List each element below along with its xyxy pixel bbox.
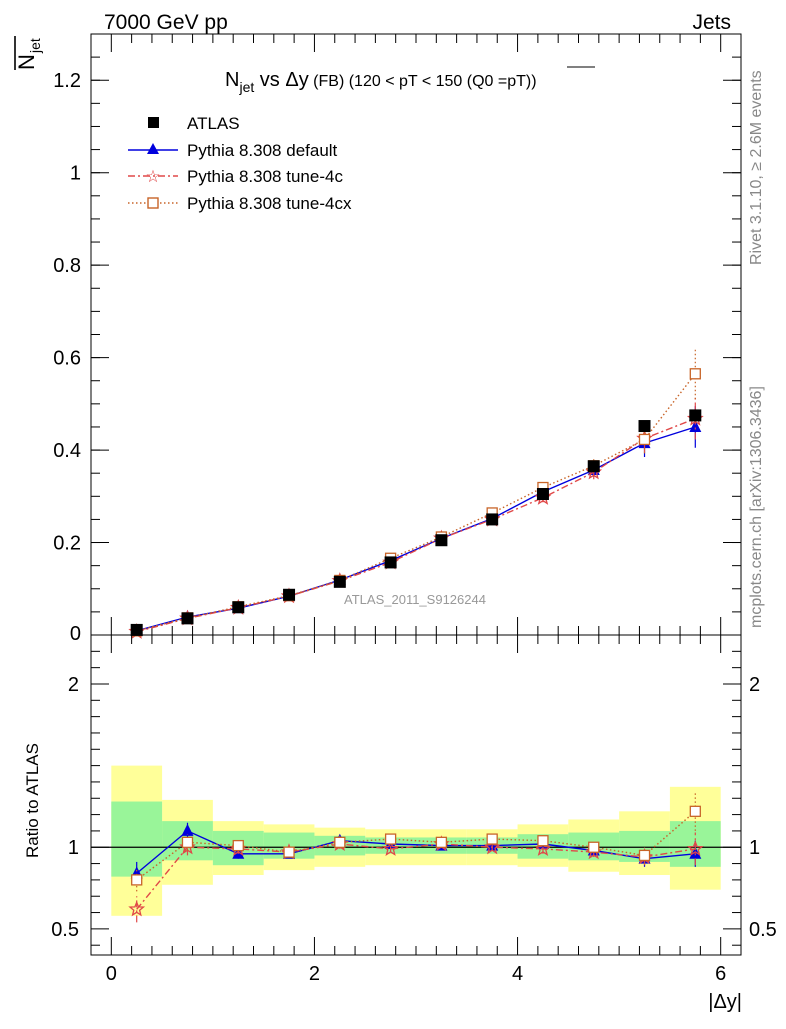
legend-label-atlas: ATLAS [187,114,240,133]
legend-marker-default [147,143,159,154]
ratio-point-tune4c [686,840,704,856]
legend-entry-default: Pythia 8.308 default [128,141,338,160]
ratio-point-tune4cx [232,839,244,852]
main-point-atlas [333,575,346,588]
ratio-ytick-label-left: 0.5 [51,919,79,941]
ratio-point-tune4cx [131,874,143,886]
legend-entry-tune4c: ☆ Pythia 8.308 tune-4c [128,167,343,186]
title-mid: vs Δy [254,69,308,91]
ratio-xtick-label: 2 [309,963,320,985]
title-main: N [225,69,239,91]
main-title: Njet vs Δy (FB) (120 < pT < 150 (Q0 =pT)… [225,69,537,95]
legend-entry-tune4cx: Pythia 8.308 tune-4cx [128,194,352,213]
ratio-frame [90,634,742,956]
main-point-atlas [435,534,448,547]
title-over: pT [507,73,526,90]
main-line-tune4cx [136,373,696,632]
main-ylabel: N jet [14,36,43,70]
main-point-atlas [283,588,296,601]
main-ytick-label: 0.4 [53,440,81,462]
main-point-default [689,419,702,432]
main-ylabel-n: N [14,54,39,70]
legend-label-tune4cx: Pythia 8.308 tune-4cx [187,194,352,213]
main-point-tune4cx [638,433,651,446]
legend-marker-tune4cx [147,197,159,209]
main-ytick-label: 1.2 [53,70,81,92]
legend-label-tune4c: Pythia 8.308 tune-4c [187,167,343,186]
main-point-atlas [232,601,245,614]
main-ytick-label: 1 [70,163,81,185]
ratio-point-tune4cx [283,846,295,858]
ratio-ylabel: Ratio to ATLAS [23,743,42,858]
ratio-xtick-label: 0 [106,963,117,985]
main-point-tune4cx [689,368,701,380]
ratio-ytick-label-right: 2 [749,674,760,696]
legend-marker-tune4c: ☆ [145,167,160,186]
ratio-point-default [689,846,702,859]
x-axis-label: |Δy| [708,991,742,1013]
main-ytick-label: 0.6 [53,348,81,370]
ratio-xtick-label: 6 [715,963,726,985]
main-ytick-label: 0.8 [53,255,81,277]
ratio-plot: 0.5 0.5 1 1 2 2 0 2 4 6 [51,634,777,985]
title-fb: (FB) [309,73,345,90]
main-point-atlas [689,409,702,422]
main-point-atlas [384,556,397,569]
legend-marker-atlas [148,117,159,128]
legend: ATLAS Pythia 8.308 default ☆ Pythia 8.30… [128,114,352,213]
header-right: Jets [692,11,731,34]
ratio-point-tune4cx [486,833,498,845]
main-ytick-label: 0.2 [53,533,81,555]
ratio-ytick-label-left: 1 [68,837,79,859]
main-plot: 0 0.2 0.4 0.6 0.8 1 1.2 [53,33,742,645]
ratio-point-tune4cx [689,805,701,817]
ratio-point-tune4cx [384,833,397,845]
main-point-atlas [638,420,651,433]
main-point-atlas [130,623,143,636]
ratio-ytick-label-right: 1 [749,837,760,859]
main-ytick-label: 0 [70,623,81,645]
watermark: ATLAS_2011_S9126244 [344,592,486,607]
title-cut: (120 < pT < 150 (Q0 = [344,73,507,90]
ratio-point-default [181,823,194,836]
ratio-ytick-label-left: 2 [68,674,79,696]
main-point-atlas [181,612,194,625]
main-ylabel-sub: jet [27,38,43,54]
ratio-point-tune4cx [588,841,600,853]
ratio-point-tune4c [128,900,146,917]
ratio-point-tune4cx [638,849,651,862]
legend-label-default: Pythia 8.308 default [187,141,338,160]
title-end: )) [526,73,537,90]
main-point-atlas [587,460,600,473]
legend-entry-atlas: ATLAS [148,114,240,133]
ratio-point-tune4c [382,840,400,856]
rivet-label: Rivet 3.1.10, ≥ 2.6M events [748,70,765,265]
ratio-point-tune4cx [537,835,549,847]
ratio-point-tune4cx [334,836,346,848]
ratio-line-tune4cx [136,810,696,881]
ratio-point-tune4cx [181,836,194,848]
ratio-line-default [136,830,696,874]
main-point-atlas [536,487,549,500]
main-point-atlas [486,513,499,526]
ratio-ytick-label-right: 0.5 [749,919,777,941]
ratio-line-tune4c [136,843,696,910]
ratio-point-tune4c [483,838,501,855]
ratio-point-tune4c [534,840,552,856]
main-line-tune4c [136,417,696,633]
ratio-xtick-label: 4 [512,963,523,985]
mcplots-label: mcplots.cern.ch [arXiv:1306.3436] [748,386,765,628]
header-left: 7000 GeV pp [104,11,228,34]
title-sub: jet [238,79,254,95]
ratio-point-tune4cx [435,836,448,848]
